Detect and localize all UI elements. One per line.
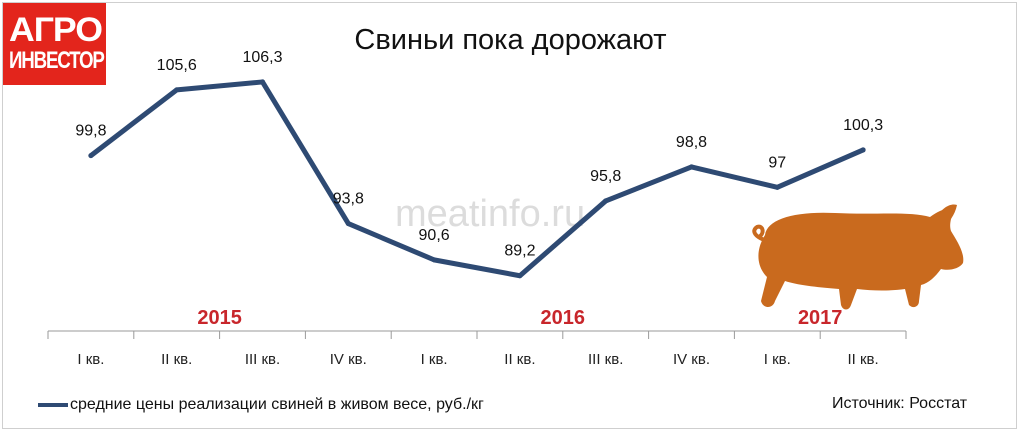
x-tick-label: II кв. bbox=[161, 351, 192, 368]
data-label: 98,8 bbox=[676, 134, 707, 151]
data-point bbox=[431, 257, 437, 263]
chart-title: Свиньи пока дорожают bbox=[354, 24, 667, 56]
pig-body bbox=[758, 209, 964, 310]
data-point bbox=[774, 184, 780, 190]
logo-line-2: ИНВЕСТОР bbox=[9, 47, 105, 74]
data-label: 90,6 bbox=[419, 227, 450, 244]
data-point bbox=[603, 198, 609, 204]
data-label: 99,8 bbox=[75, 123, 106, 140]
x-tick-label: II кв. bbox=[847, 351, 878, 368]
data-label: 97 bbox=[768, 154, 786, 171]
data-label: 95,8 bbox=[590, 168, 621, 185]
legend-label: средние цены реализации свиней в живом в… bbox=[70, 396, 484, 413]
data-label: 100,3 bbox=[843, 117, 883, 134]
x-tick-label: III кв. bbox=[245, 351, 280, 368]
x-tick-label: II кв. bbox=[504, 351, 535, 368]
data-label: 89,2 bbox=[504, 243, 535, 260]
source-note: Источник: Росстат bbox=[832, 395, 968, 412]
pig-tail bbox=[752, 224, 768, 243]
data-point bbox=[88, 153, 94, 159]
data-point bbox=[689, 164, 694, 170]
agroinvestor-logo: АГРО ИНВЕСТОР bbox=[3, 3, 106, 85]
data-label: 106,3 bbox=[242, 49, 282, 66]
data-label: 93,8 bbox=[333, 191, 364, 208]
x-tick-label: I кв. bbox=[77, 351, 104, 368]
logo-line-1: АГРО bbox=[9, 11, 103, 49]
x-tick-label: IV кв. bbox=[330, 351, 367, 368]
x-tick-label: I кв. bbox=[421, 351, 448, 368]
year-label: 2015 bbox=[197, 307, 242, 329]
data-point bbox=[174, 87, 180, 93]
data-labels: 99,8 105,6 106,3 93,8 90,6 89,2 95,8 98,8 97 100,… bbox=[75, 49, 883, 260]
watermark: meatinfo.ru bbox=[395, 193, 586, 235]
pig-body-group bbox=[752, 204, 964, 310]
year-labels: 2015 2016 2017 bbox=[197, 307, 842, 329]
x-axis bbox=[47, 330, 907, 339]
legend: средние цены реализации свиней в живом в… bbox=[38, 396, 484, 414]
series-line-path bbox=[88, 79, 866, 279]
year-label: 2017 bbox=[798, 307, 843, 329]
pig-ear bbox=[935, 204, 957, 229]
x-tick-labels: I кв. II кв. III кв. IV кв. I кв. II кв. III к… bbox=[77, 351, 878, 368]
legend-swatch bbox=[38, 403, 68, 407]
year-label: 2016 bbox=[541, 307, 586, 329]
x-tick-label: I кв. bbox=[764, 351, 791, 368]
x-tick-label: III кв. bbox=[588, 351, 623, 368]
pig-icon bbox=[752, 204, 964, 310]
data-point bbox=[345, 221, 351, 227]
series-line bbox=[88, 79, 866, 279]
data-point bbox=[260, 79, 265, 85]
x-tick-label: IV кв. bbox=[673, 351, 710, 368]
data-point bbox=[860, 147, 866, 153]
data-point bbox=[517, 273, 523, 279]
data-label: 105,6 bbox=[157, 57, 197, 74]
